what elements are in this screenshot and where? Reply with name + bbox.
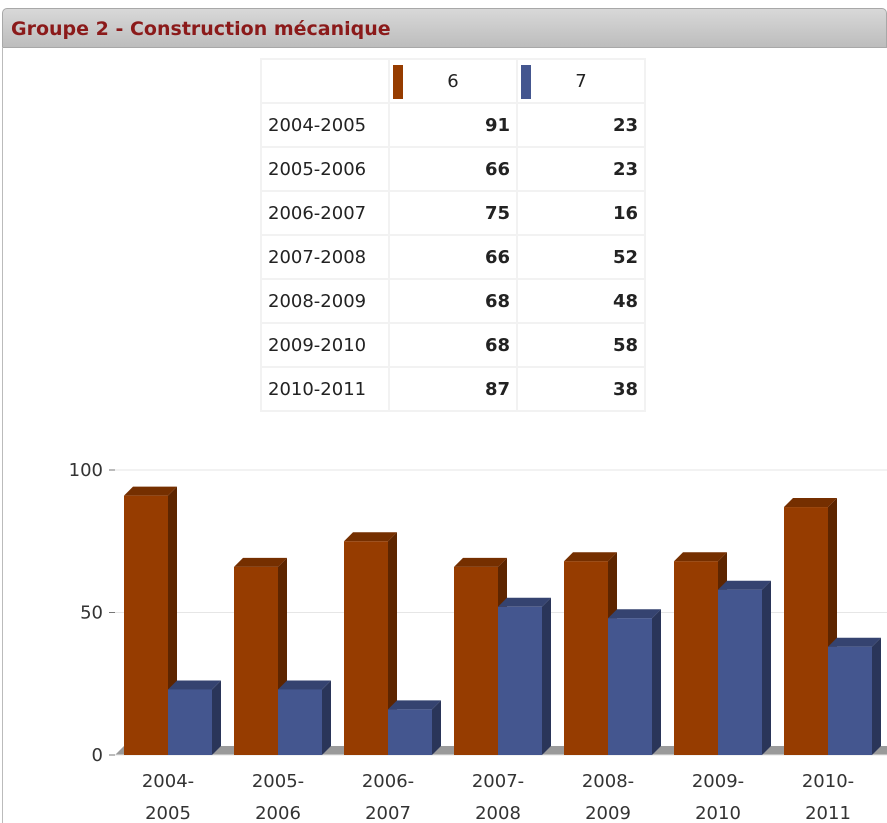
x-tick-label: 2005-2006: [252, 771, 304, 823]
x-tick-label: 2007-2008: [472, 771, 524, 823]
bar-top: [828, 637, 881, 647]
bar: [234, 566, 278, 755]
bar: [718, 589, 762, 755]
bar-top: [784, 498, 837, 508]
bar: [564, 561, 608, 755]
x-tick-label: 2004-2005: [142, 771, 194, 823]
row-label: 2007-2008: [260, 234, 390, 280]
y-tick-label: 0: [92, 745, 103, 766]
bar-top: [168, 680, 221, 690]
bar-top: [124, 486, 177, 496]
legend-cell: 6: [388, 58, 518, 104]
value-cell: 16: [516, 190, 646, 236]
table-row: 2007-2008 66 52: [260, 234, 646, 280]
row-label: 2009-2010: [260, 322, 390, 368]
bar-top: [718, 580, 771, 590]
bar-top: [278, 680, 331, 690]
bar: [498, 606, 542, 755]
table-row: 2004-2005 91 23: [260, 102, 646, 148]
value-cell: 52: [516, 234, 646, 280]
bar: [454, 566, 498, 755]
table-row: 2008-2009 68 48: [260, 278, 646, 324]
value-cell: 58: [516, 322, 646, 368]
value-cell: 68: [388, 322, 518, 368]
legend-label: 6: [447, 70, 459, 92]
bar: [278, 689, 322, 755]
panel: [2, 47, 887, 823]
x-tick-label: 2010-2011: [802, 771, 854, 823]
bar: [828, 646, 872, 755]
bar: [608, 618, 652, 755]
bar-top: [498, 597, 551, 607]
bar-top: [344, 532, 397, 542]
table-header: 6 7: [260, 58, 646, 104]
y-tick-label: 100: [69, 460, 103, 481]
bar-top: [564, 552, 617, 562]
table-row: 2009-2010 68 58: [260, 322, 646, 368]
x-tick-label: 2006-2007: [362, 771, 414, 823]
legend-label: 7: [575, 70, 587, 92]
panel-title: Groupe 2 - Construction mécanique: [11, 18, 391, 40]
corner-cell: [260, 58, 390, 104]
bar-side: [322, 680, 331, 755]
row-label: 2004-2005: [260, 102, 390, 148]
bar: [168, 689, 212, 755]
value-cell: 91: [388, 102, 518, 148]
bar: [344, 541, 388, 755]
table-row: 2005-2006 66 23: [260, 146, 646, 192]
panel-header: Groupe 2 - Construction mécanique: [2, 8, 887, 48]
table-row: 2006-2007 75 16: [260, 190, 646, 236]
value-cell: 87: [388, 366, 518, 412]
value-cell: 75: [388, 190, 518, 236]
legend-swatch: [393, 65, 403, 99]
bar-side: [432, 700, 441, 755]
value-cell: 38: [516, 366, 646, 412]
value-cell: 23: [516, 146, 646, 192]
row-label: 2005-2006: [260, 146, 390, 192]
value-cell: 48: [516, 278, 646, 324]
row-label: 2010-2011: [260, 366, 390, 412]
value-cell: 23: [516, 102, 646, 148]
row-label: 2008-2009: [260, 278, 390, 324]
legend-swatch: [521, 65, 531, 99]
bar-side: [212, 680, 221, 755]
x-tick-label: 2008-2009: [582, 771, 634, 823]
bar: [388, 709, 432, 755]
bar: [124, 495, 168, 755]
bar-top: [234, 557, 287, 567]
bar: [784, 507, 828, 755]
bar-side: [388, 532, 397, 755]
y-tick-label: 50: [80, 603, 103, 624]
bar-top: [608, 609, 661, 619]
bar-side: [542, 597, 551, 755]
bar-side: [762, 580, 771, 755]
legend-cell: 7: [516, 58, 646, 104]
bar-side: [872, 637, 881, 755]
value-cell: 68: [388, 278, 518, 324]
value-cell: 66: [388, 234, 518, 280]
bar-side: [652, 609, 661, 755]
row-label: 2006-2007: [260, 190, 390, 236]
bar: [674, 561, 718, 755]
table-row: 2010-2011 87 38: [260, 366, 646, 412]
data-table: 6 7 2004-2005 91 23 2005-2006 66 23 2006-2007 7…: [260, 58, 646, 412]
bar-top: [454, 557, 507, 567]
bar-top: [388, 700, 441, 710]
bar-top: [674, 552, 727, 562]
x-tick-label: 2009-2010: [692, 771, 744, 823]
value-cell: 66: [388, 146, 518, 192]
